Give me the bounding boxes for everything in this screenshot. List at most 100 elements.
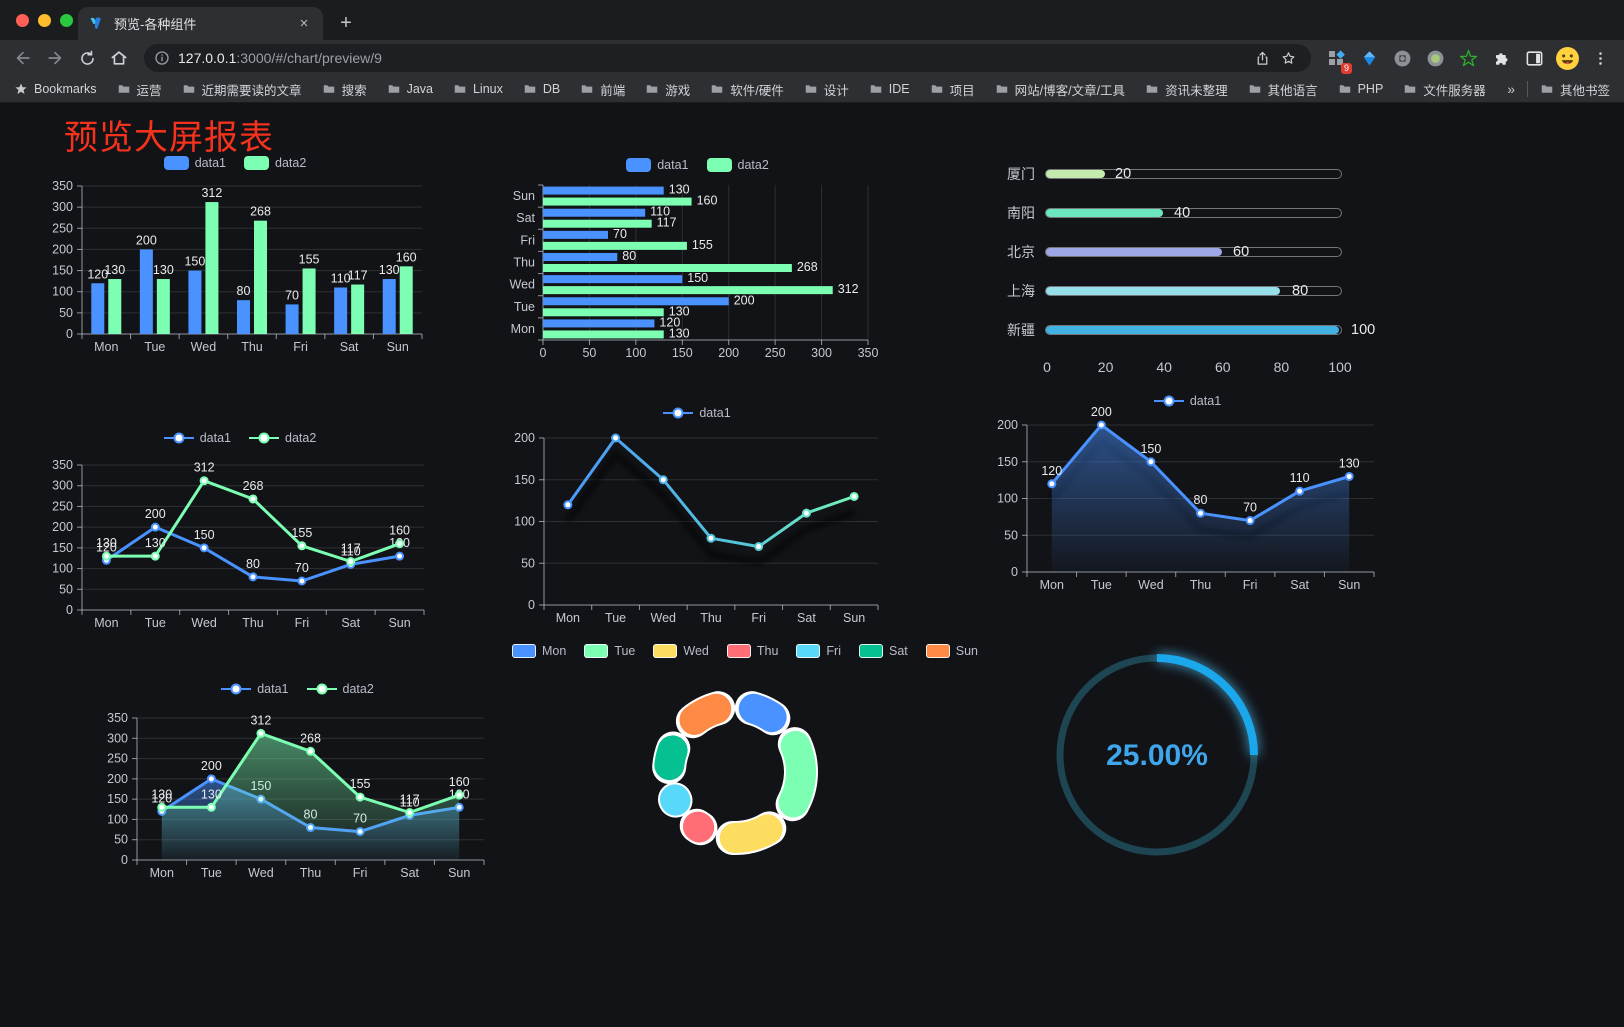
legend-item[interactable]: data2 — [249, 431, 316, 445]
bookmark-folder[interactable]: IDE — [869, 82, 910, 96]
svg-text:130: 130 — [669, 304, 690, 318]
bookmark-folder[interactable]: Java — [387, 82, 433, 96]
svg-text:Sun: Sun — [388, 616, 410, 630]
progress-row[interactable]: 新疆 100 — [985, 320, 1390, 340]
bookmarks-overflow-chevron[interactable]: » — [1507, 81, 1515, 97]
svg-text:300: 300 — [107, 731, 128, 745]
svg-text:312: 312 — [838, 282, 859, 296]
ext-grid-icon[interactable]: 9 — [1323, 45, 1352, 74]
extensions-puzzle-icon[interactable] — [1488, 45, 1515, 72]
bookmark-folder[interactable]: 设计 — [804, 80, 849, 99]
bookmark-folder[interactable]: 软件/硬件 — [710, 80, 784, 99]
two-series-area-chart[interactable]: 0 50 100 150 200 250 300 350 Mon Tue Wed Thu Fri Sat S… — [95, 676, 500, 891]
bookmark-folder[interactable]: Linux — [453, 82, 503, 96]
bookmark-folder[interactable]: 文件服务器 — [1403, 80, 1486, 99]
gradient-line-chart[interactable]: 0 50 100 150 200 Mon Tue Wed Thu Fri Sat Sun data1 — [502, 400, 892, 628]
browser-tab[interactable]: 预览-各种组件 × — [78, 7, 323, 40]
progress-bar-chart[interactable]: 厦门 20 南阳 40 北京 60 上海 80 新疆 100 0 20 40 60 80 100 — [985, 155, 1390, 387]
svg-text:120: 120 — [151, 791, 172, 805]
svg-text:250: 250 — [765, 346, 786, 360]
svg-text:117: 117 — [348, 269, 368, 283]
legend-item[interactable]: Sat — [859, 644, 908, 658]
bookmark-folder[interactable]: PHP — [1338, 82, 1383, 96]
grouped-bar-chart[interactable]: 0 50 100 150 200 250 300 350 Mon Tue Wed Thu Fri Sat S… — [40, 150, 430, 362]
bookmark-folder[interactable]: 网站/博客/文章/工具 — [995, 80, 1125, 99]
svg-text:130: 130 — [201, 787, 222, 801]
svg-text:130: 130 — [669, 183, 690, 197]
gauge-chart[interactable]: 25.00% — [1040, 645, 1275, 880]
svg-text:Wed: Wed — [248, 866, 274, 880]
svg-text:200: 200 — [145, 507, 166, 521]
chart-legend: data1 — [985, 394, 1390, 408]
svg-text:160: 160 — [697, 194, 718, 208]
legend-item[interactable]: data1 — [163, 431, 231, 445]
bookmark-folder[interactable]: 游戏 — [645, 80, 690, 99]
address-bar[interactable]: 127.0.0.1:3000/#/chart/preview/9 — [144, 44, 1311, 72]
svg-text:117: 117 — [400, 793, 420, 807]
legend-item[interactable]: data1 — [163, 156, 226, 170]
progress-label: 厦门 — [1007, 166, 1035, 182]
bookmark-folder[interactable]: 搜索 — [322, 80, 367, 99]
tab-close-icon[interactable]: × — [299, 15, 309, 32]
bookmark-folder[interactable]: DB — [523, 82, 560, 96]
progress-row[interactable]: 南阳 40 — [985, 203, 1390, 223]
progress-row[interactable]: 厦门 20 — [985, 164, 1390, 184]
ext-circle-icon[interactable] — [1389, 45, 1416, 72]
side-panel-icon[interactable] — [1521, 45, 1548, 72]
ext-star-icon[interactable] — [1455, 45, 1482, 72]
window-zoom-button[interactable] — [60, 14, 73, 27]
legend-item[interactable]: data1 — [663, 406, 731, 420]
bookmarks-star-item[interactable]: Bookmarks — [14, 82, 97, 96]
back-button[interactable] — [10, 45, 36, 71]
other-bookmarks[interactable]: 其他书签 — [1540, 80, 1610, 99]
window-minimize-button[interactable] — [38, 14, 51, 27]
legend-item[interactable]: data1 — [1153, 394, 1221, 408]
new-tab-button[interactable]: + — [340, 12, 352, 34]
legend-item[interactable]: Sun — [925, 644, 978, 658]
ext-record-icon[interactable] — [1422, 45, 1449, 72]
profile-avatar[interactable] — [1554, 45, 1581, 72]
svg-text:120: 120 — [1041, 464, 1062, 478]
svg-text:117: 117 — [657, 216, 677, 230]
donut-chart[interactable]: Mon Tue Wed Thu Fri Sat Sun — [511, 638, 978, 888]
bookmark-folder[interactable]: 近期需要读的文章 — [182, 80, 302, 99]
svg-text:160: 160 — [396, 250, 417, 264]
svg-text:130: 130 — [669, 326, 690, 340]
legend-item[interactable]: data2 — [306, 682, 374, 696]
home-button[interactable] — [106, 45, 132, 71]
legend-item[interactable]: Fri — [796, 644, 841, 658]
share-icon[interactable] — [1249, 45, 1275, 71]
svg-text:80: 80 — [246, 557, 260, 571]
progress-axis: 0 20 40 60 80 100 — [1043, 359, 1352, 375]
horizontal-bar-chart[interactable]: 0 50 100 150 200 250 300 350 Mon Tue Wed Thu Fri Sat S… — [505, 152, 890, 364]
legend-item[interactable]: data1 — [626, 158, 689, 172]
legend-item[interactable]: data2 — [244, 156, 306, 170]
area-line-chart[interactable]: 0 50 100 150 200 Mon Tue Wed Thu Fri Sat Sun 120 200 1… — [985, 388, 1390, 600]
progress-row[interactable]: 上海 80 — [985, 281, 1390, 301]
legend-item[interactable]: Wed — [653, 644, 709, 658]
bookmark-folder[interactable]: 其他语言 — [1248, 80, 1318, 99]
legend-item[interactable]: Thu — [726, 644, 778, 658]
svg-text:150: 150 — [184, 255, 205, 269]
svg-text:Sun: Sun — [448, 866, 470, 880]
svg-text:0: 0 — [528, 598, 535, 612]
ext-diamond-icon[interactable] — [1356, 45, 1383, 72]
legend-item[interactable]: Mon — [511, 644, 566, 658]
site-info-icon[interactable] — [154, 50, 170, 66]
forward-button[interactable] — [42, 45, 68, 71]
bookmark-folder[interactable]: 项目 — [930, 80, 975, 99]
svg-text:120: 120 — [659, 315, 680, 329]
bookmark-folder[interactable]: 资讯未整理 — [1145, 80, 1228, 99]
svg-text:130: 130 — [145, 536, 166, 550]
menu-dots-icon[interactable] — [1587, 45, 1614, 72]
bookmark-folder[interactable]: 运营 — [117, 80, 162, 99]
legend-item[interactable]: data1 — [221, 682, 289, 696]
bookmark-folder[interactable]: 前端 — [580, 80, 625, 99]
two-series-line-chart[interactable]: 0 50 100 150 200 250 300 350 Mon Tue Wed Thu Fri Sat S… — [40, 425, 440, 637]
progress-row[interactable]: 北京 60 — [985, 242, 1390, 262]
legend-item[interactable]: Tue — [584, 644, 635, 658]
reload-button[interactable] — [74, 45, 100, 71]
legend-item[interactable]: data2 — [706, 158, 769, 172]
bookmark-star-icon[interactable] — [1275, 45, 1301, 71]
window-close-button[interactable] — [16, 14, 29, 27]
